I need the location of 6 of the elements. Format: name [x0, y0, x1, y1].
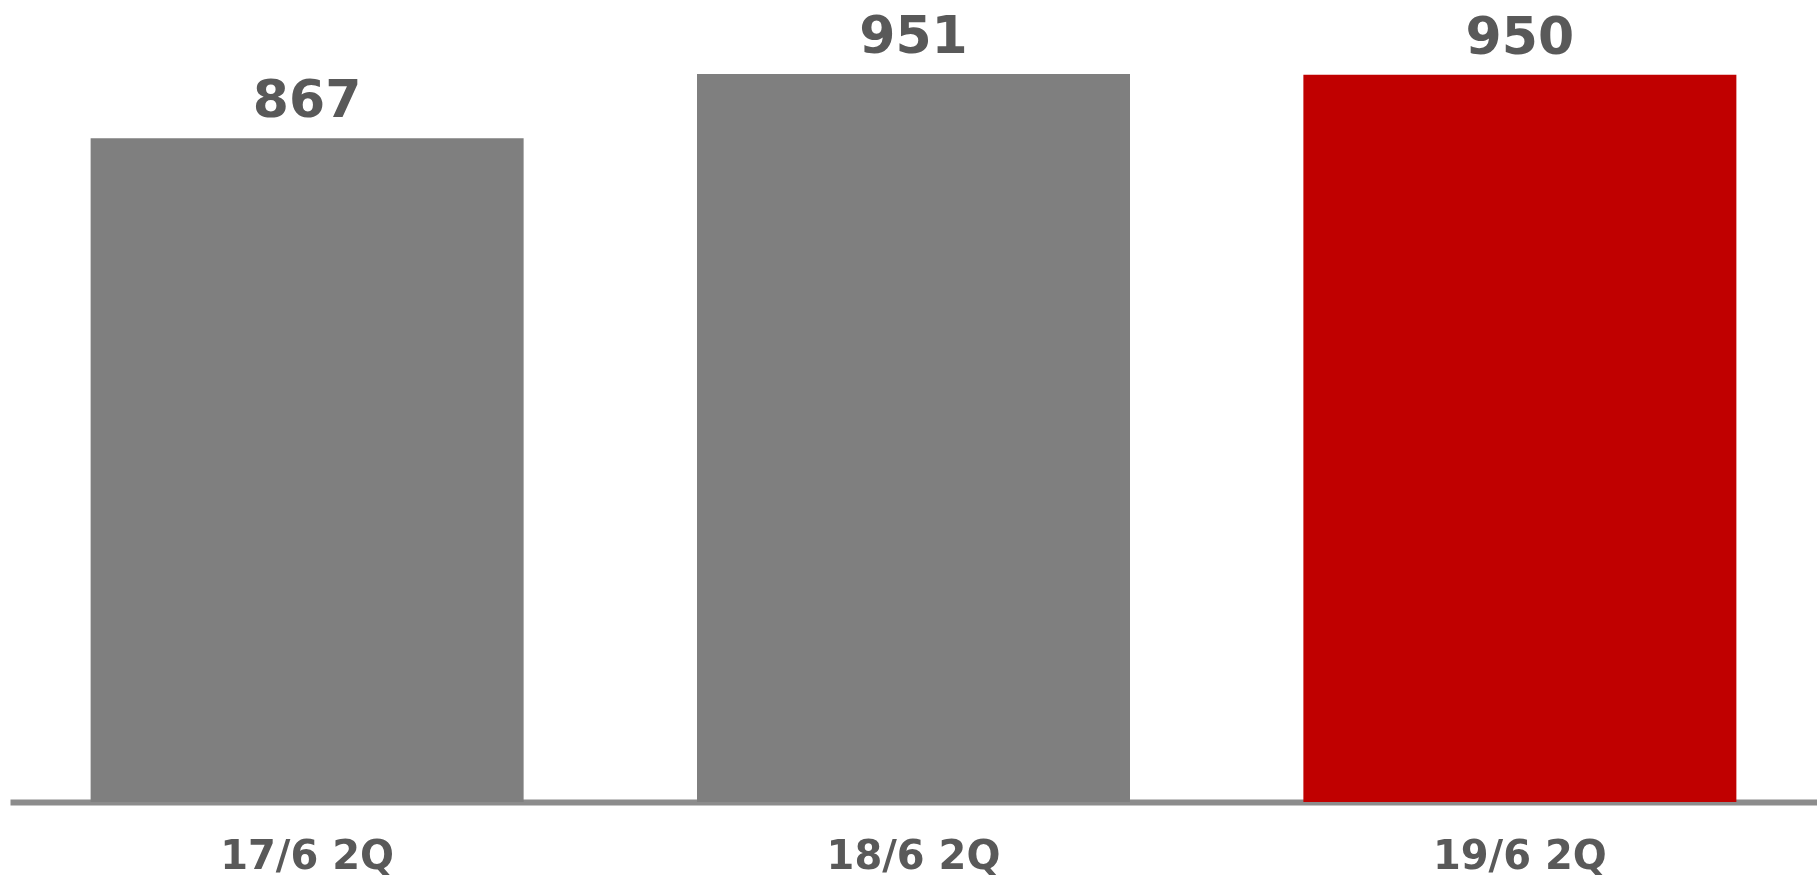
data-label: 951 [859, 5, 968, 65]
x-tick-label: 19/6 2Q [1432, 831, 1607, 878]
data-label: 867 [252, 69, 362, 130]
x-tick-label: 18/6 2Q [826, 831, 1001, 878]
x-tick-label: 17/6 2Q [220, 831, 395, 878]
data-label: 950 [1465, 5, 1575, 66]
